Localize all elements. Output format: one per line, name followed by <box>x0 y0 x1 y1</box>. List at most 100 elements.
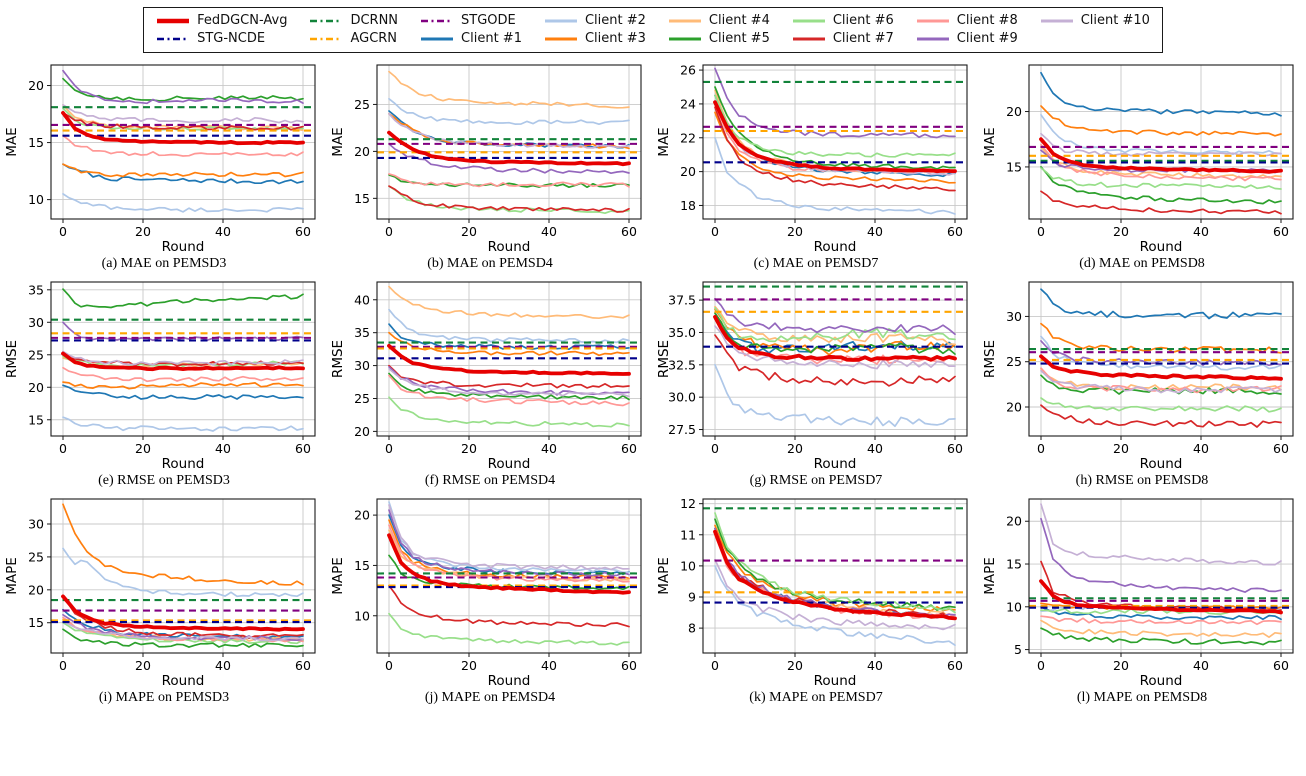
y-tick-label: 11 <box>680 527 696 542</box>
series-line-client-9 <box>714 67 956 139</box>
series-line-client-5 <box>62 288 304 309</box>
y-axis-label: MAPE <box>330 557 346 595</box>
x-tick-label: 20 <box>787 224 803 239</box>
series-line-client-7 <box>714 334 956 387</box>
legend-line-swatch-icon <box>157 37 190 40</box>
y-tick-label: 30 <box>1006 309 1022 324</box>
x-tick-label: 60 <box>1273 658 1289 673</box>
legend-line-swatch-icon <box>421 37 454 40</box>
legend-item-client-3: Client #3 <box>544 31 646 46</box>
x-tick-label: 40 <box>215 658 231 673</box>
y-tick-label: 10 <box>1006 599 1022 614</box>
series-line-client-8 <box>388 173 630 188</box>
x-tick-label: 60 <box>947 658 963 673</box>
series-line-client-1 <box>1040 605 1282 621</box>
y-tick-label: 24 <box>680 96 696 111</box>
series-line-client-9 <box>1040 517 1282 593</box>
y-tick-label: 20 <box>1006 400 1022 415</box>
x-tick-label: 20 <box>135 224 151 239</box>
legend-line-swatch-icon <box>792 37 825 40</box>
legend-label: FedDGCN-Avg <box>197 13 288 28</box>
x-tick-label: 0 <box>385 658 393 673</box>
y-axis-label: MAE <box>982 127 998 156</box>
series-line-client-5 <box>62 77 304 102</box>
legend-item-client-6: Client #6 <box>792 13 894 28</box>
chart-caption-a: (a) MAE on PEMSD3 <box>101 256 227 271</box>
y-axis-label: RMSE <box>4 340 20 378</box>
legend-line-swatch-icon <box>421 19 454 22</box>
y-tick-label: 20 <box>28 582 44 597</box>
legend-label: Client #7 <box>832 31 894 46</box>
series-line-client-7 <box>62 596 304 639</box>
y-tick-label: 20 <box>354 508 370 523</box>
x-tick-label: 0 <box>711 224 719 239</box>
y-tick-label: 20 <box>28 380 44 395</box>
y-axis-label: MAPE <box>656 557 672 595</box>
chart-cell-d: 15 20 0 20 40 60 MAE Round (d) MAE on PEMSD8 <box>979 59 1305 276</box>
y-tick-label: 37.5 <box>668 293 696 308</box>
series-line-client-1 <box>1040 288 1282 320</box>
chart-canvas-l: 5 10 15 20 0 20 40 60 MAPE Round <box>982 498 1294 689</box>
x-tick-label: 40 <box>541 224 557 239</box>
x-tick-label: 20 <box>461 658 477 673</box>
x-tick-label: 0 <box>385 224 393 239</box>
y-tick-label: 15 <box>354 558 370 573</box>
x-tick-label: 60 <box>1273 441 1289 456</box>
series-line-client-4 <box>388 285 630 320</box>
legend-item-client-10: Client #10 <box>1040 13 1150 28</box>
y-tick-label: 35.0 <box>668 325 696 340</box>
y-tick-label: 15 <box>28 615 44 630</box>
legend-label: DCRNN <box>350 13 399 28</box>
y-tick-label: 40 <box>354 292 370 307</box>
x-axis-label: Round <box>1140 456 1183 472</box>
legend-line-swatch-icon <box>157 18 190 23</box>
series-line-client-10 <box>714 558 956 631</box>
x-tick-label: 40 <box>1193 658 1209 673</box>
series-line-client-1 <box>62 384 304 400</box>
x-tick-label: 20 <box>461 441 477 456</box>
y-tick-label: 30.0 <box>668 390 696 405</box>
y-tick-label: 35 <box>28 282 44 297</box>
series-line-client-4 <box>388 70 630 109</box>
y-tick-label: 8 <box>688 621 696 636</box>
series-line-client-10 <box>388 504 630 571</box>
series-line-client-7 <box>62 112 304 131</box>
x-tick-label: 0 <box>711 441 719 456</box>
series-line-feddgcn-avg <box>61 111 305 146</box>
legend-item-stgode: STGODE <box>420 13 522 28</box>
series-line-client-5 <box>714 312 956 355</box>
y-tick-label: 5 <box>1014 642 1022 657</box>
x-tick-label: 60 <box>295 224 311 239</box>
x-axis-label: Round <box>814 673 857 689</box>
y-axis-label: RMSE <box>330 340 346 378</box>
x-tick-label: 60 <box>1273 224 1289 239</box>
x-axis-label: Round <box>1140 239 1183 255</box>
legend-label: Client #8 <box>956 13 1018 28</box>
series-line-client-6 <box>1040 167 1282 190</box>
y-tick-label: 10 <box>28 192 44 207</box>
chart-canvas-c: 18 20 22 24 26 0 20 40 60 MAE Round <box>656 63 968 255</box>
chart-cell-b: 15 20 25 0 20 40 60 MAE Round (b) MAE on PEMSD4 <box>327 59 653 276</box>
series-line-client-10 <box>62 350 304 366</box>
series-line-feddgcn-avg <box>61 351 305 372</box>
chart-cell-f: 20 25 30 35 40 0 20 40 60 RMSE Round (f) RMSE on PE… <box>327 276 653 493</box>
series-line-client-5 <box>388 554 630 591</box>
chart-caption-d: (d) MAE on PEMSD8 <box>1079 256 1205 271</box>
series-line-client-1 <box>714 94 956 178</box>
series-line-client-6 <box>714 512 956 614</box>
y-tick-label: 35 <box>354 325 370 340</box>
series-line-client-8 <box>62 366 304 383</box>
chart-caption-l: (l) MAPE on PEMSD8 <box>1076 690 1208 705</box>
series-line-client-8 <box>62 134 304 157</box>
series-line-client-2 <box>714 363 956 428</box>
series-line-feddgcn-avg <box>713 315 957 362</box>
x-tick-label: 60 <box>947 441 963 456</box>
x-tick-label: 20 <box>1113 441 1129 456</box>
x-tick-label: 40 <box>215 441 231 456</box>
chart-cell-a: 10 15 20 0 20 40 60 MAE Round (a) MAE on PEMSD3 <box>1 59 327 276</box>
y-tick-label: 18 <box>680 198 696 213</box>
x-tick-label: 20 <box>787 658 803 673</box>
legend-item-client-9: Client #9 <box>916 31 1018 46</box>
x-tick-label: 60 <box>621 224 637 239</box>
